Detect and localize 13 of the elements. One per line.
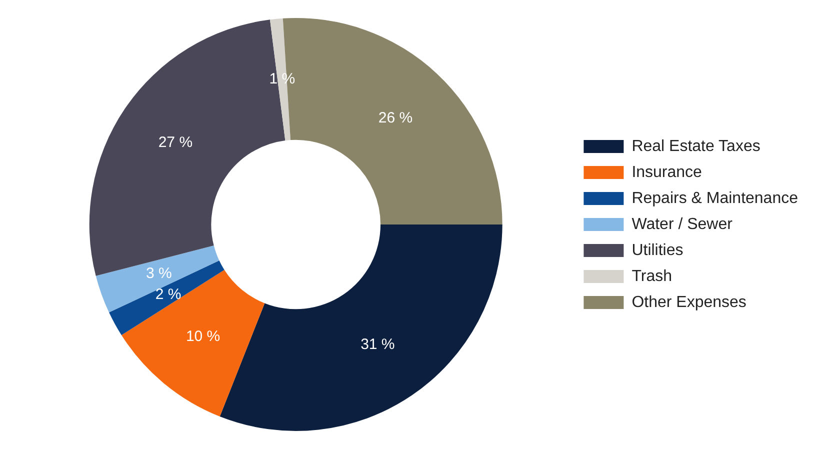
legend-label: Repairs & Maintenance [632, 190, 798, 207]
data-label: 3 % [146, 264, 172, 282]
legend-label: Water / Sewer [632, 216, 734, 233]
data-label: 31 % [360, 336, 395, 354]
legend-label: Insurance [632, 164, 702, 181]
data-label: 2 % [155, 286, 182, 303]
data-label: 26 % [378, 110, 413, 127]
legend-label: Trash [632, 268, 672, 285]
legend-label: Utilities [632, 242, 684, 259]
data-label: 10 % [186, 328, 220, 345]
legend-label: Other Expenses [632, 294, 746, 311]
legend-label: Real Estate Taxes [632, 138, 760, 155]
data-label: 27 % [158, 134, 193, 151]
